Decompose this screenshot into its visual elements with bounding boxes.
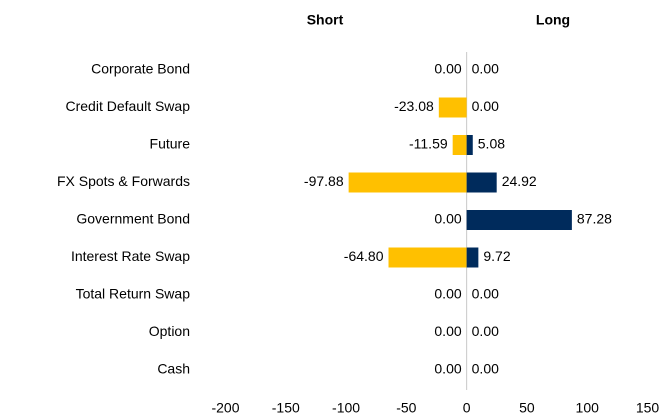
value-label: -11.59 [409,136,448,152]
value-label: 87.28 [577,211,612,227]
category-label: Total Return Swap [76,286,191,302]
value-label: 9.72 [483,248,510,264]
x-tick-label: 50 [519,400,535,416]
value-label: 0.00 [472,361,499,377]
series-header: Long [536,12,570,28]
category-label: Credit Default Swap [65,98,190,114]
bar [438,97,467,118]
value-label: 0.00 [472,61,499,77]
bar [466,135,473,155]
bar [466,247,479,268]
value-label: 5.08 [478,136,505,152]
category-label: Interest Rate Swap [71,248,190,264]
bar [466,172,497,193]
category-label: Option [149,323,190,339]
value-label: -97.88 [304,173,344,189]
x-tick-label: -100 [332,400,360,416]
category-label: Future [150,136,191,152]
value-label: 0.00 [434,211,461,227]
x-tick-label: 150 [636,400,660,416]
x-tick-label: 100 [576,400,600,416]
bar [466,210,572,230]
value-label: 0.00 [472,98,499,114]
category-label: FX Spots & Forwards [57,173,190,189]
value-label: 24.92 [502,173,537,189]
category-label: Corporate Bond [91,61,190,77]
x-tick-label: -150 [272,400,300,416]
bar [388,247,467,268]
value-label: -23.08 [394,98,434,114]
bar [348,172,467,193]
value-label: 0.00 [434,286,461,302]
category-label: Cash [157,361,190,377]
series-header: Short [307,12,344,28]
value-label: -64.80 [344,248,384,264]
x-tick-label: -200 [211,400,239,416]
value-label: 0.00 [434,323,461,339]
value-label: 0.00 [472,323,499,339]
x-tick-label: 0 [463,400,471,416]
value-label: 0.00 [434,361,461,377]
bar [452,135,467,155]
category-label: Government Bond [76,211,190,227]
value-label: 0.00 [472,286,499,302]
value-label: 0.00 [434,61,461,77]
x-tick-label: -50 [396,400,416,416]
